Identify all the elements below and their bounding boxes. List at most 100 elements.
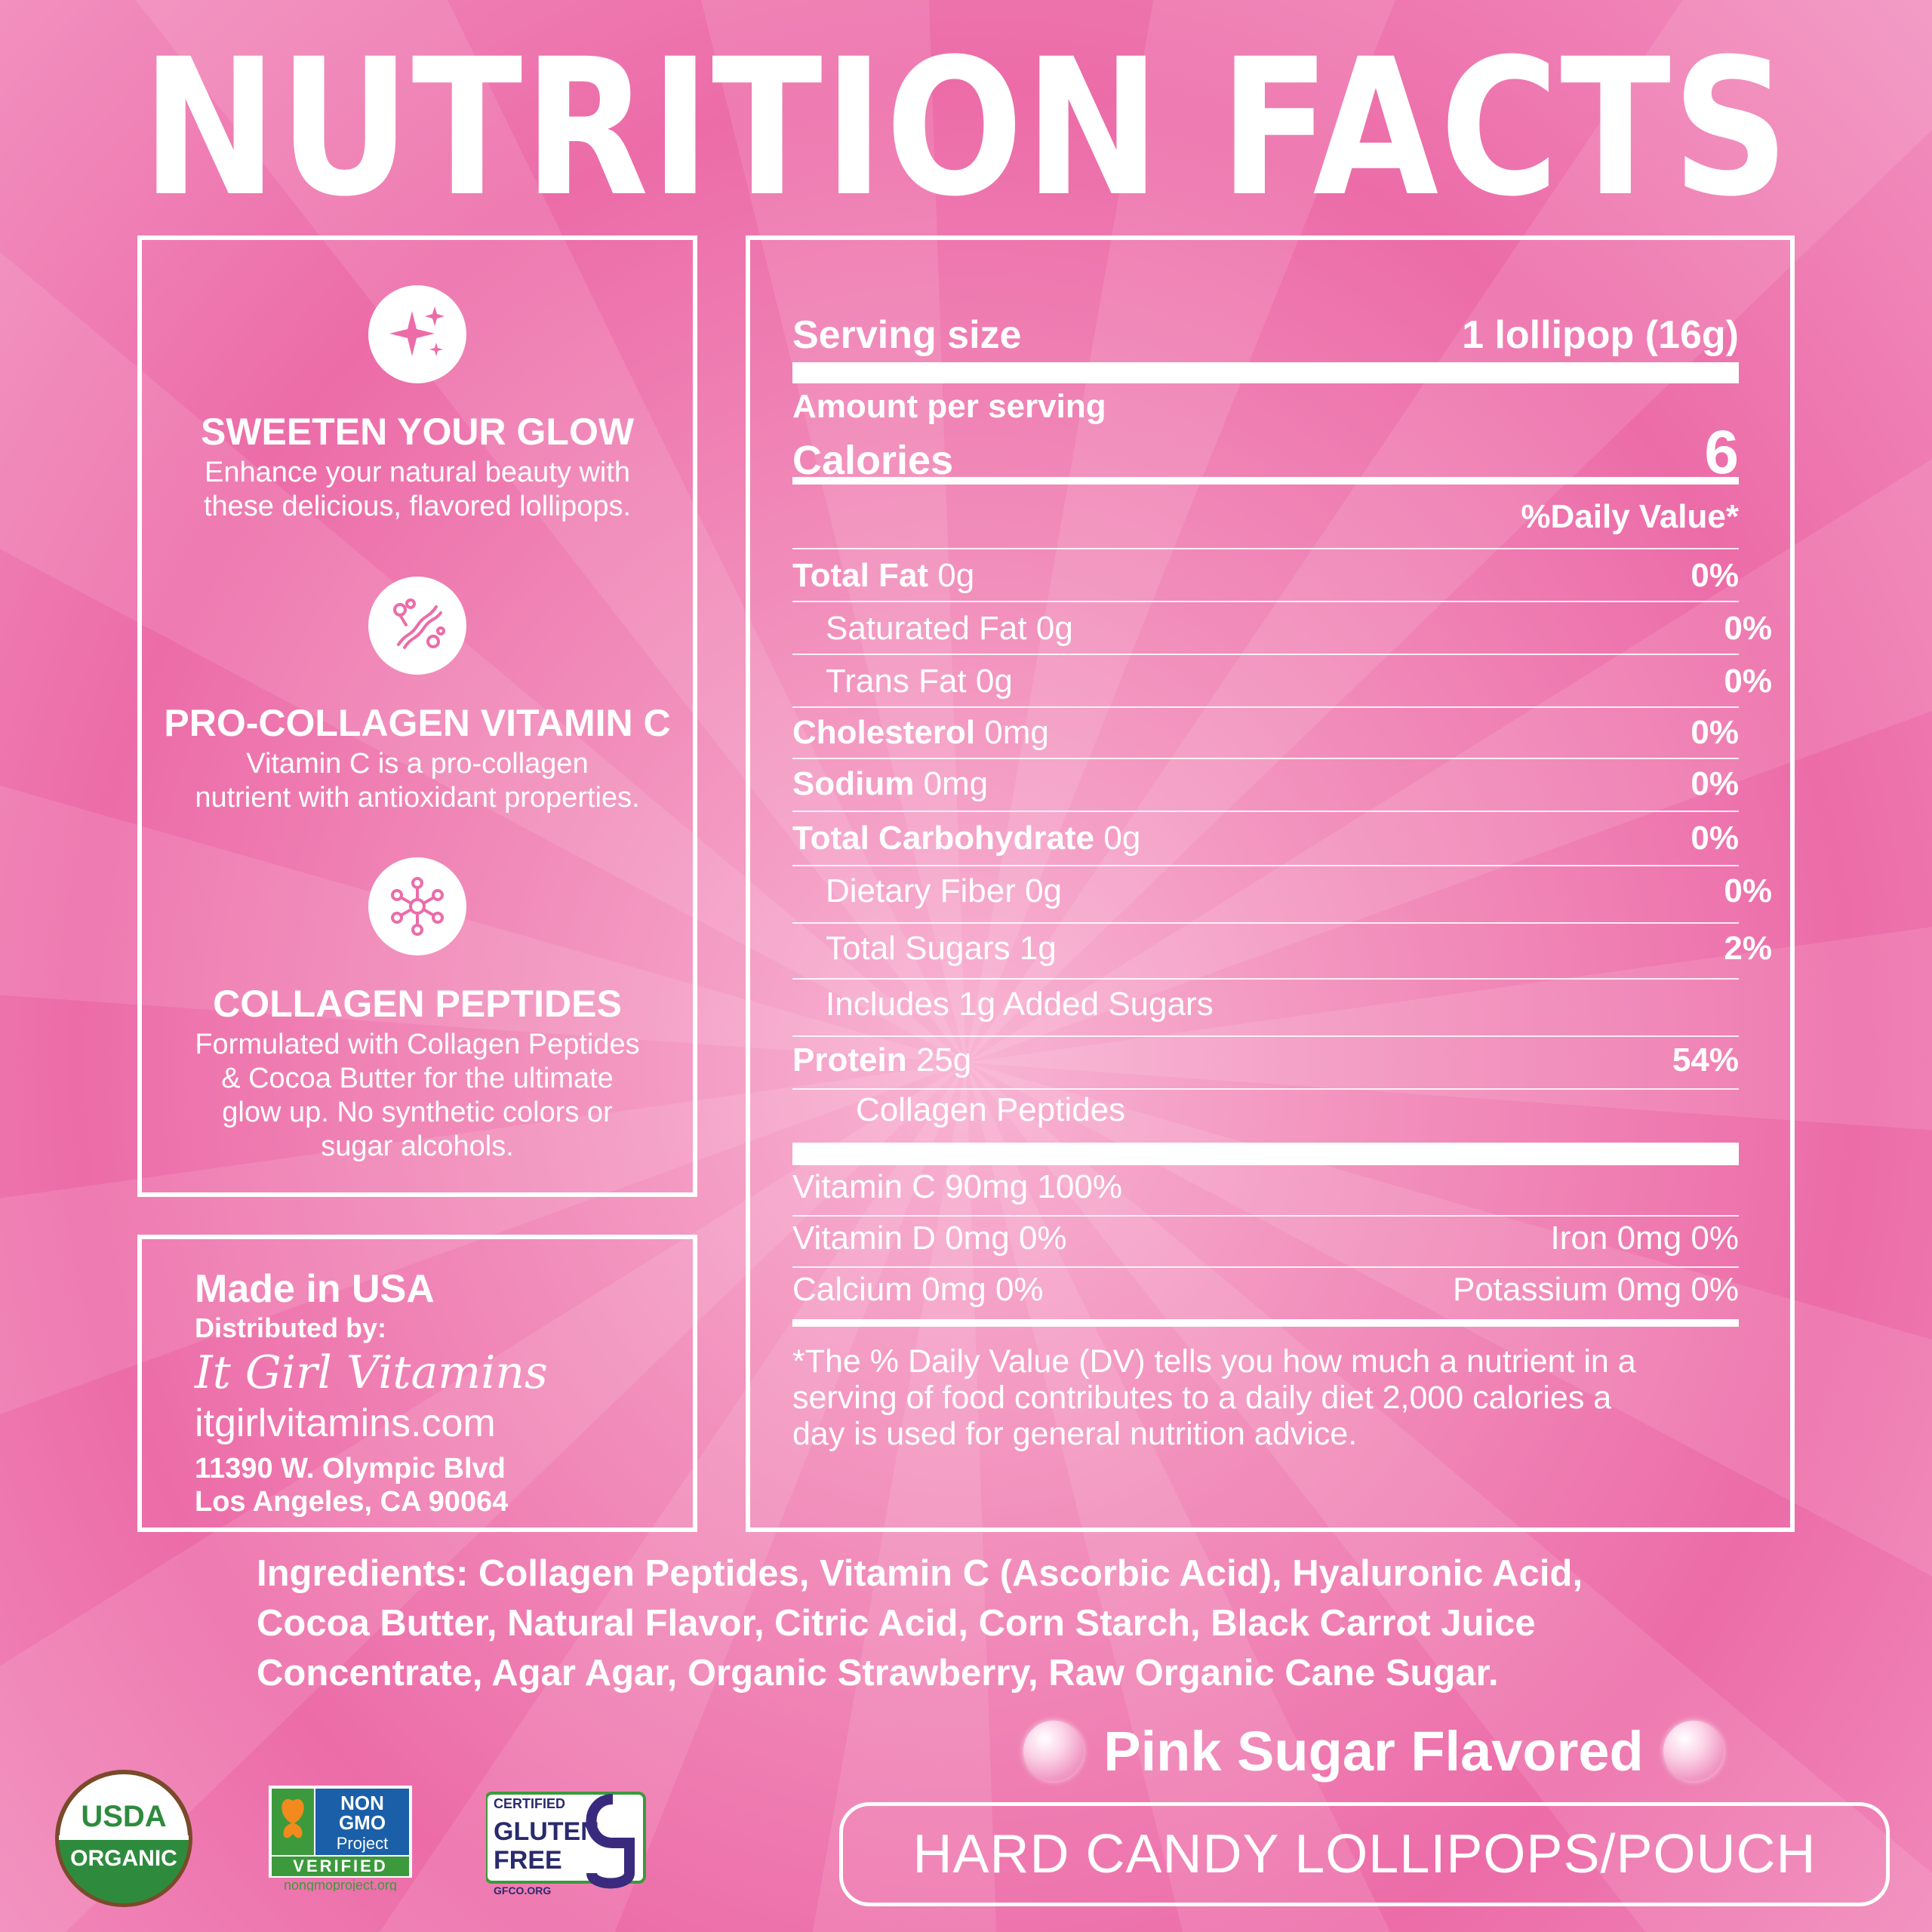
footnote-line: *The % Daily Value (DV) tells you how mu… — [792, 1343, 1636, 1380]
nutrient-amount: 0mg — [984, 714, 1049, 751]
row-divider — [792, 811, 1739, 812]
feature-desc-line: glow up. No synthetic colors or — [222, 1097, 613, 1128]
nutrient-dv: 0% — [1724, 663, 1772, 700]
usda-organic-seal: USDA ORGANIC — [54, 1769, 193, 1912]
gf-url: GFCO.ORG — [494, 1884, 551, 1896]
gluten-free-certified-badge: CERTIFIED GLUTEN FREE GFCO.ORG — [485, 1783, 652, 1900]
serving-size-label: Serving size — [792, 313, 1022, 357]
amount-per-serving: Amount per serving — [792, 388, 1106, 425]
feature-heading: PRO-COLLAGEN VITAMIN C — [164, 702, 671, 744]
nutrient-name: Sodium — [792, 765, 915, 802]
nutrient-amount: 1g — [1019, 930, 1057, 967]
row-divider — [792, 1215, 1739, 1217]
nutrient-amount: 0g — [1025, 872, 1063, 909]
sparkle-icon — [368, 285, 466, 383]
nutrient-dv: 0% — [1690, 820, 1739, 857]
row-divider — [792, 922, 1739, 924]
nutrient-dv: 2% — [1724, 930, 1772, 967]
nutrient-row-protein: Protein 25g 54% — [792, 1041, 1739, 1079]
usda-text: USDA — [81, 1800, 166, 1833]
row-divider — [792, 865, 1739, 866]
potassium: Potassium 0mg 0% — [1452, 1271, 1739, 1308]
nongmo-url: nongmoproject.org — [284, 1878, 397, 1891]
feature-desc-line: Vitamin C is a pro-collagen — [246, 748, 589, 780]
flavor-banner: Pink Sugar Flavored — [996, 1713, 1751, 1789]
distributor-panel: Made in USA Distributed by: It Girl Vita… — [137, 1235, 697, 1532]
candy-ball-icon — [1663, 1721, 1724, 1781]
nutrient-row-saturated-fat: Saturated Fat 0g 0% — [792, 610, 1772, 648]
nongmo-text: GMO — [339, 1811, 386, 1834]
ingredients-line: Collagen Peptides, Vitamin C (Ascorbic A… — [468, 1553, 1583, 1594]
ingredients-line: Cocoa Butter, Natural Flavor, Citric Aci… — [257, 1603, 1536, 1644]
made-in-usa: Made in USA — [195, 1267, 435, 1311]
feature-desc-line: & Cocoa Butter for the ultimate — [221, 1063, 614, 1094]
features-panel: SWEETEN YOUR GLOW Enhance your natural b… — [137, 235, 697, 1197]
serving-size-row: Serving size 1 lollipop (16g) — [792, 312, 1739, 358]
feature-collagen-peptides: COLLAGEN PEPTIDES Formulated with Collag… — [142, 857, 693, 1162]
nutrient-row-added-sugars: Includes 1g Added Sugars — [792, 986, 1772, 1023]
nongmo-verified-text: VERIFIED — [293, 1857, 387, 1875]
calories-row: Calories 6 — [792, 418, 1739, 487]
nutrient-row-total-carbohydrate: Total Carbohydrate 0g 0% — [792, 820, 1739, 857]
feature-vitamin-c: PRO-COLLAGEN VITAMIN C Vitamin C is a pr… — [142, 577, 693, 814]
row-divider — [792, 654, 1739, 655]
address-street: 11390 W. Olympic Blvd — [195, 1453, 506, 1484]
feature-desc-line: nutrient with antioxidant properties. — [195, 782, 640, 814]
row-divider — [792, 978, 1739, 980]
nutrient-amount: 0mg — [923, 765, 989, 802]
nutrient-dv: 0% — [1690, 714, 1739, 751]
nutrient-name: Includes 1g Added Sugars — [826, 986, 1214, 1023]
nutrition-facts-panel: Serving size 1 lollipop (16g) Amount per… — [746, 235, 1795, 1532]
website-link[interactable]: itgirlvitamins.com — [195, 1401, 496, 1445]
row-divider — [792, 706, 1739, 708]
feature-desc-line: these delicious, flavored lollipops. — [203, 491, 632, 522]
nutrient-row-trans-fat: Trans Fat 0g 0% — [792, 663, 1772, 700]
calories-label: Calories — [792, 438, 954, 483]
ingredients-label: Ingredients: — [257, 1553, 469, 1594]
nutrient-row-collagen-peptides: Collagen Peptides — [792, 1091, 1802, 1129]
nutrient-row-total-sugars: Total Sugars 1g 2% — [792, 930, 1772, 968]
nutrient-name: Protein — [792, 1041, 907, 1078]
calcium: Calcium 0mg 0% — [792, 1271, 1044, 1308]
nongmo-text: Project — [337, 1834, 388, 1853]
feature-desc-line: Formulated with Collagen Peptides — [195, 1029, 640, 1060]
row-divider — [792, 1266, 1739, 1268]
nutrient-name: Total Sugars — [826, 930, 1011, 967]
nutrient-amount: 25g — [915, 1041, 972, 1078]
flavor-text: Pink Sugar Flavored — [1103, 1719, 1644, 1783]
nutrient-amount: 0g — [1035, 610, 1073, 647]
feature-heading: SWEETEN YOUR GLOW — [200, 411, 635, 453]
nutrient-row-dietary-fiber: Dietary Fiber 0g 0% — [792, 872, 1772, 910]
nutrient-dv: 0% — [1724, 872, 1772, 909]
candy-ball-icon — [1023, 1721, 1084, 1781]
daily-value-header: %Daily Value* — [1521, 498, 1739, 535]
brand-logo-text: It Girl Vitamins — [195, 1346, 548, 1399]
organic-text: ORGANIC — [70, 1846, 177, 1871]
nutrient-amount: 0g — [937, 557, 975, 594]
nutrient-dv: 0% — [1724, 610, 1772, 647]
row-divider — [792, 548, 1739, 549]
address-city: Los Angeles, CA 90064 — [195, 1486, 509, 1518]
nongmo-text: NON — [340, 1792, 384, 1814]
calcium-potassium-row: Calcium 0mg 0% Potassium 0mg 0% — [792, 1271, 1739, 1309]
feature-sweeten: SWEETEN YOUR GLOW Enhance your natural b… — [142, 285, 693, 522]
iron: Iron 0mg 0% — [1550, 1220, 1739, 1257]
medium-divider — [792, 477, 1739, 485]
nutrient-dv: 0% — [1690, 765, 1739, 802]
nutrient-row-cholesterol: Cholesterol 0mg 0% — [792, 714, 1739, 752]
calories-value: 6 — [1704, 418, 1739, 487]
row-divider — [792, 758, 1739, 759]
collagen-fiber-icon — [368, 577, 466, 675]
nutrient-name: Dietary Fiber — [826, 872, 1016, 909]
serving-size-value: 1 lollipop (16g) — [1462, 313, 1739, 357]
vitamin-d: Vitamin D 0mg 0% — [792, 1220, 1067, 1257]
daily-value-footnote: *The % Daily Value (DV) tells you how mu… — [792, 1343, 1766, 1452]
nutrient-amount: 0g — [975, 663, 1013, 700]
distributed-by-label: Distributed by: — [195, 1312, 387, 1343]
nutrient-name: Saturated Fat — [826, 610, 1027, 647]
nutrient-name: Trans Fat — [826, 663, 967, 700]
gf-certified-text: CERTIFIED — [494, 1796, 565, 1811]
row-divider — [792, 1035, 1739, 1037]
feature-desc-line: sugar alcohols. — [321, 1131, 514, 1162]
row-divider — [792, 601, 1739, 602]
